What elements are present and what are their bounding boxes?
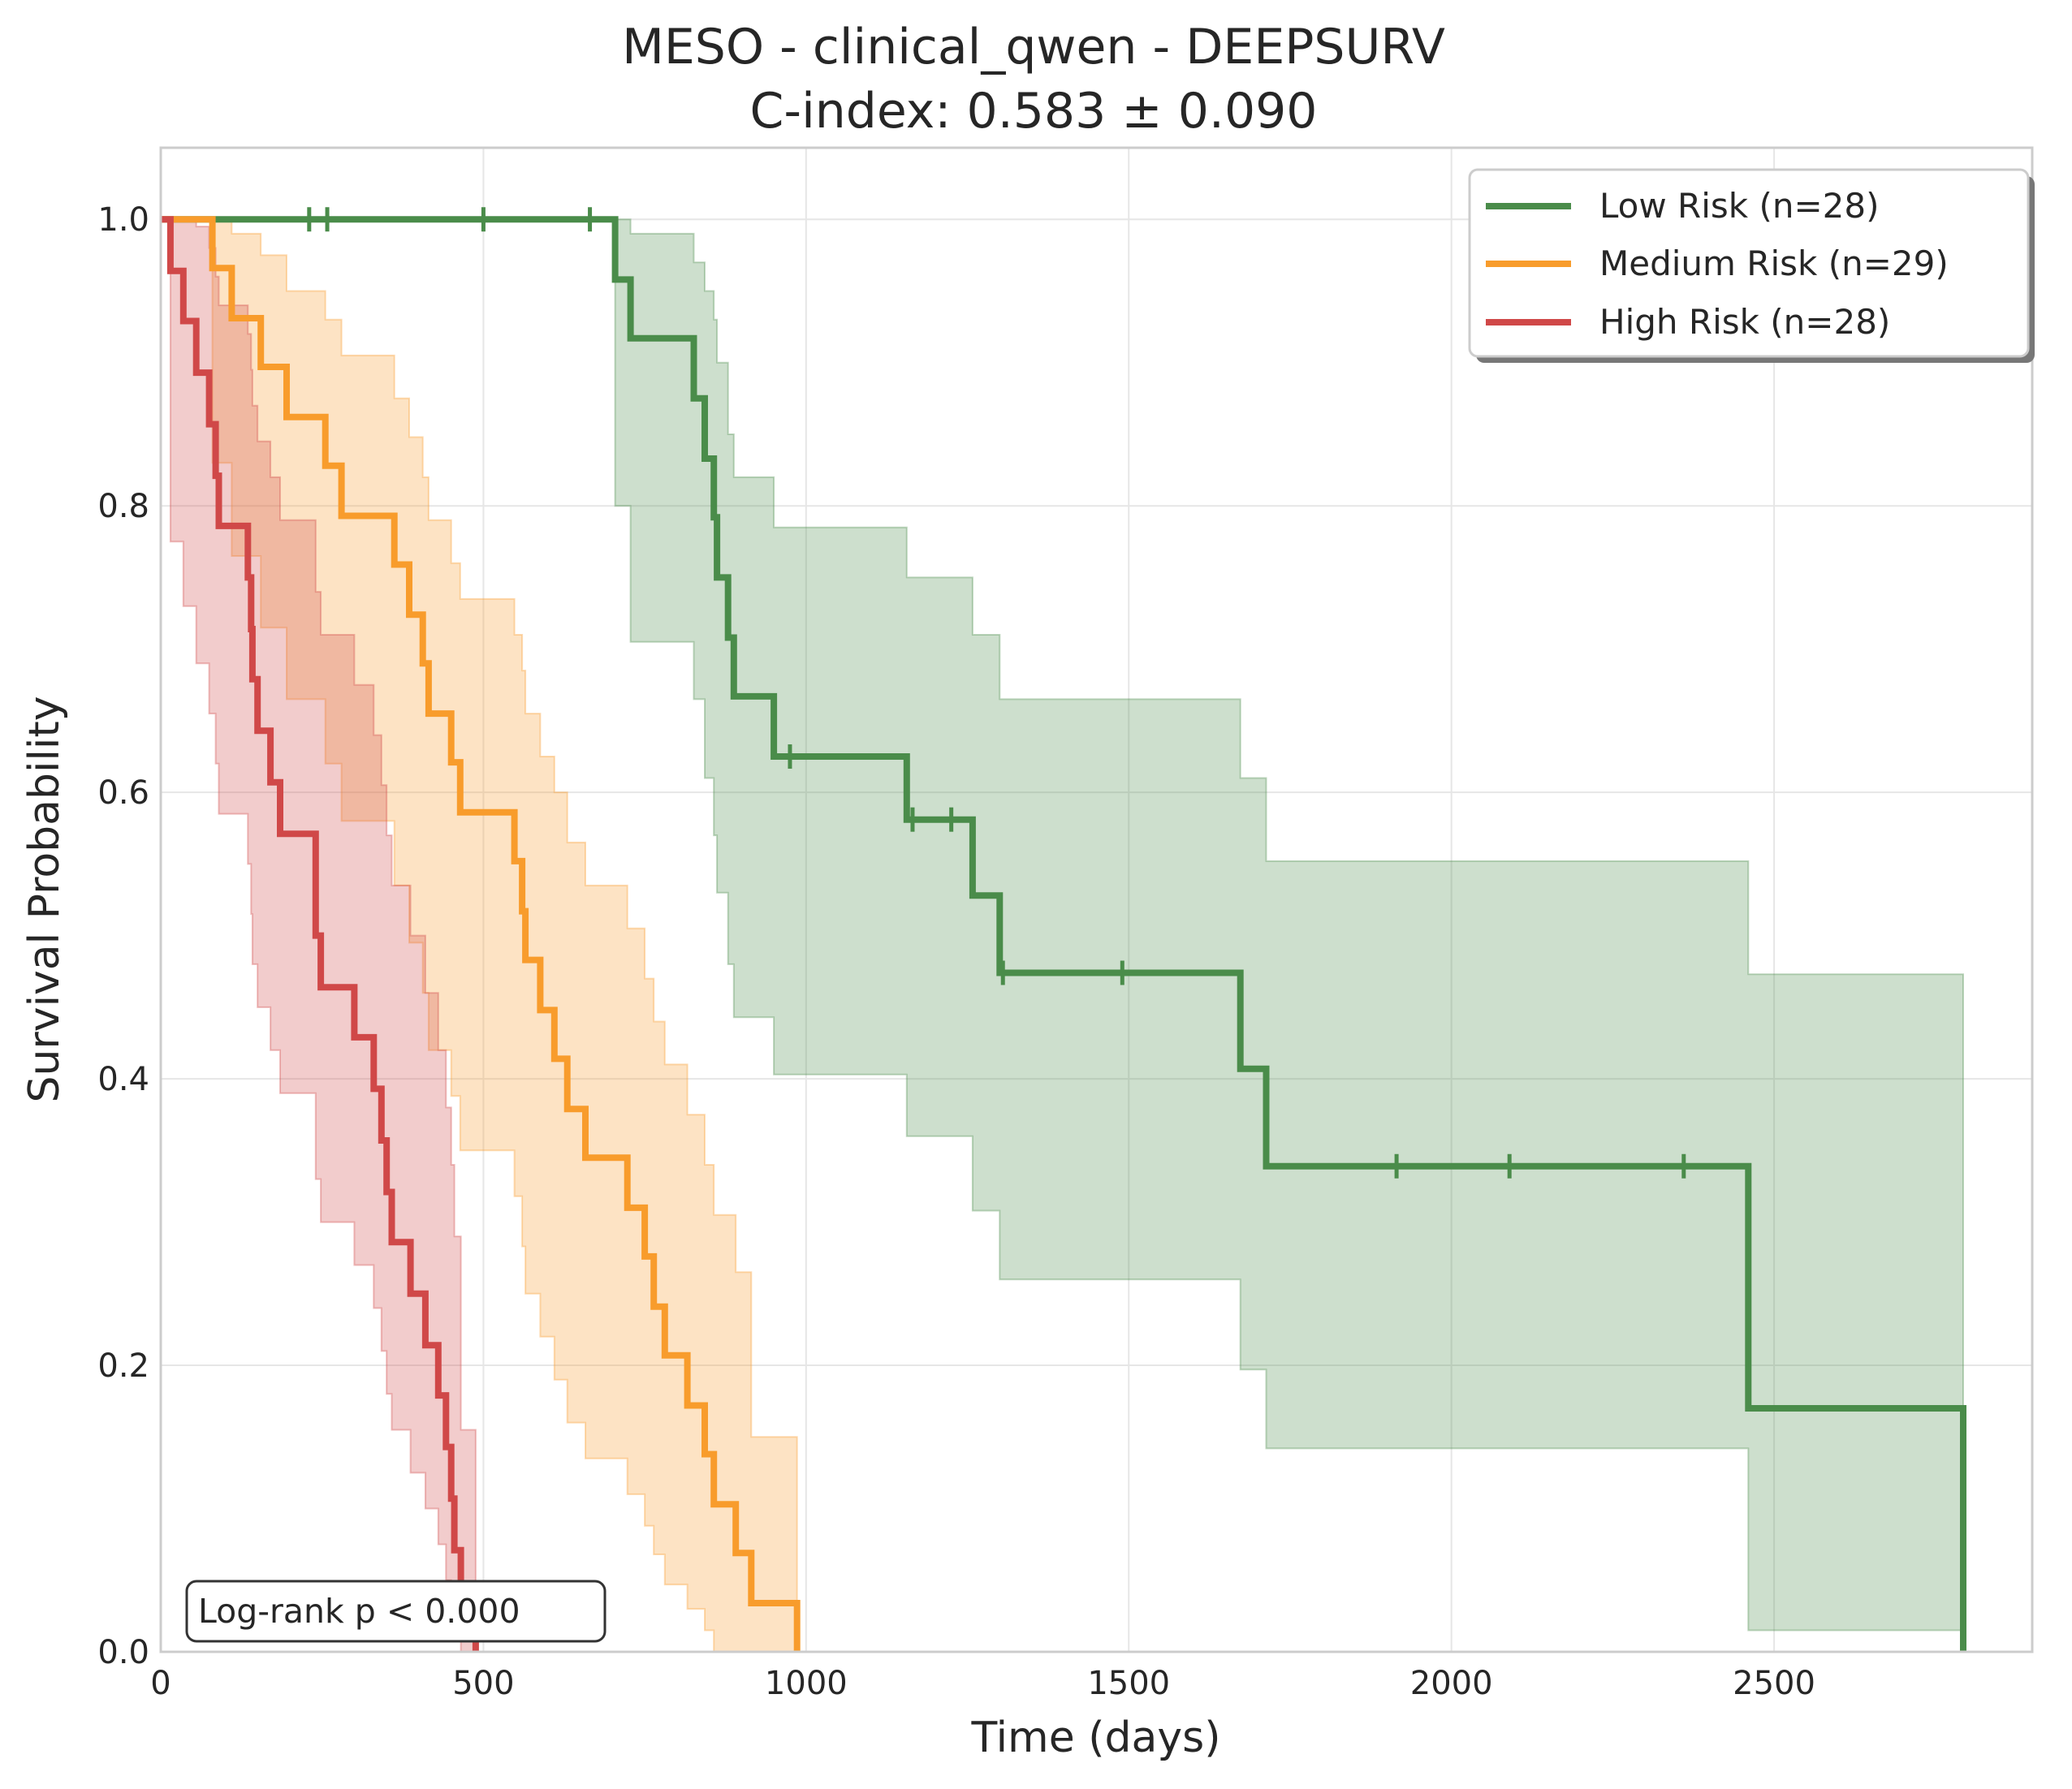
- logrank-p-text: Log-rank p < 0.000: [198, 1592, 520, 1631]
- survival-curves: [161, 216, 1966, 1652]
- grid: [160, 148, 2032, 1653]
- ci-band-medium-risk: [161, 218, 798, 1653]
- legend-box: [1468, 168, 2030, 358]
- x-tick-label-0: 0: [150, 1665, 171, 1702]
- y-tick-label-1: 0.2: [97, 1347, 149, 1385]
- survival-curve-medium-risk: [161, 216, 801, 1652]
- y-tick-labels: 0.0 0.2 0.4 0.6 0.8 1.0: [97, 201, 149, 1671]
- y-tick-label-5: 1.0: [97, 201, 149, 239]
- annotation-box: [185, 1580, 606, 1643]
- y-tick-label-4: 0.8: [97, 488, 149, 525]
- y-axis-label: Survival Probability: [20, 696, 69, 1102]
- x-axis-label: Time (days): [970, 1714, 1220, 1762]
- x-tick-labels: 0 500 1000 1500 2000 2500: [150, 1665, 1815, 1702]
- plot-frame: [159, 146, 2034, 1653]
- y-tick-label-2: 0.4: [97, 1061, 149, 1098]
- y-tick-label-3: 0.6: [97, 774, 149, 812]
- x-tick-label-4: 2000: [1410, 1665, 1493, 1702]
- chart-title-line1: MESO - clinical_qwen - DEEPSURV: [622, 19, 1445, 75]
- x-tick-label-2: 1000: [765, 1665, 848, 1702]
- legend-label-medium-risk: Medium Risk (n=29): [1599, 244, 1949, 283]
- chart-title-line2: C-index: 0.583 ± 0.090: [750, 83, 1318, 140]
- censor-marks: [307, 207, 1686, 1179]
- x-tick-label-3: 1500: [1087, 1665, 1170, 1702]
- survival-curve-low-risk: [161, 216, 1966, 1652]
- legend-label-low-risk: Low Risk (n=28): [1599, 186, 1880, 226]
- x-tick-label-5: 2500: [1733, 1665, 1815, 1702]
- legend-label-high-risk: High Risk (n=28): [1599, 302, 1890, 342]
- x-tick-label-1: 500: [452, 1665, 514, 1702]
- legend: Low Risk (n=28) Medium Risk (n=29) High …: [1468, 168, 2035, 363]
- y-tick-label-0: 0.0: [97, 1634, 149, 1671]
- survival-curve-high-risk: [161, 216, 479, 1652]
- logrank-annotation: Log-rank p < 0.000: [185, 1580, 606, 1643]
